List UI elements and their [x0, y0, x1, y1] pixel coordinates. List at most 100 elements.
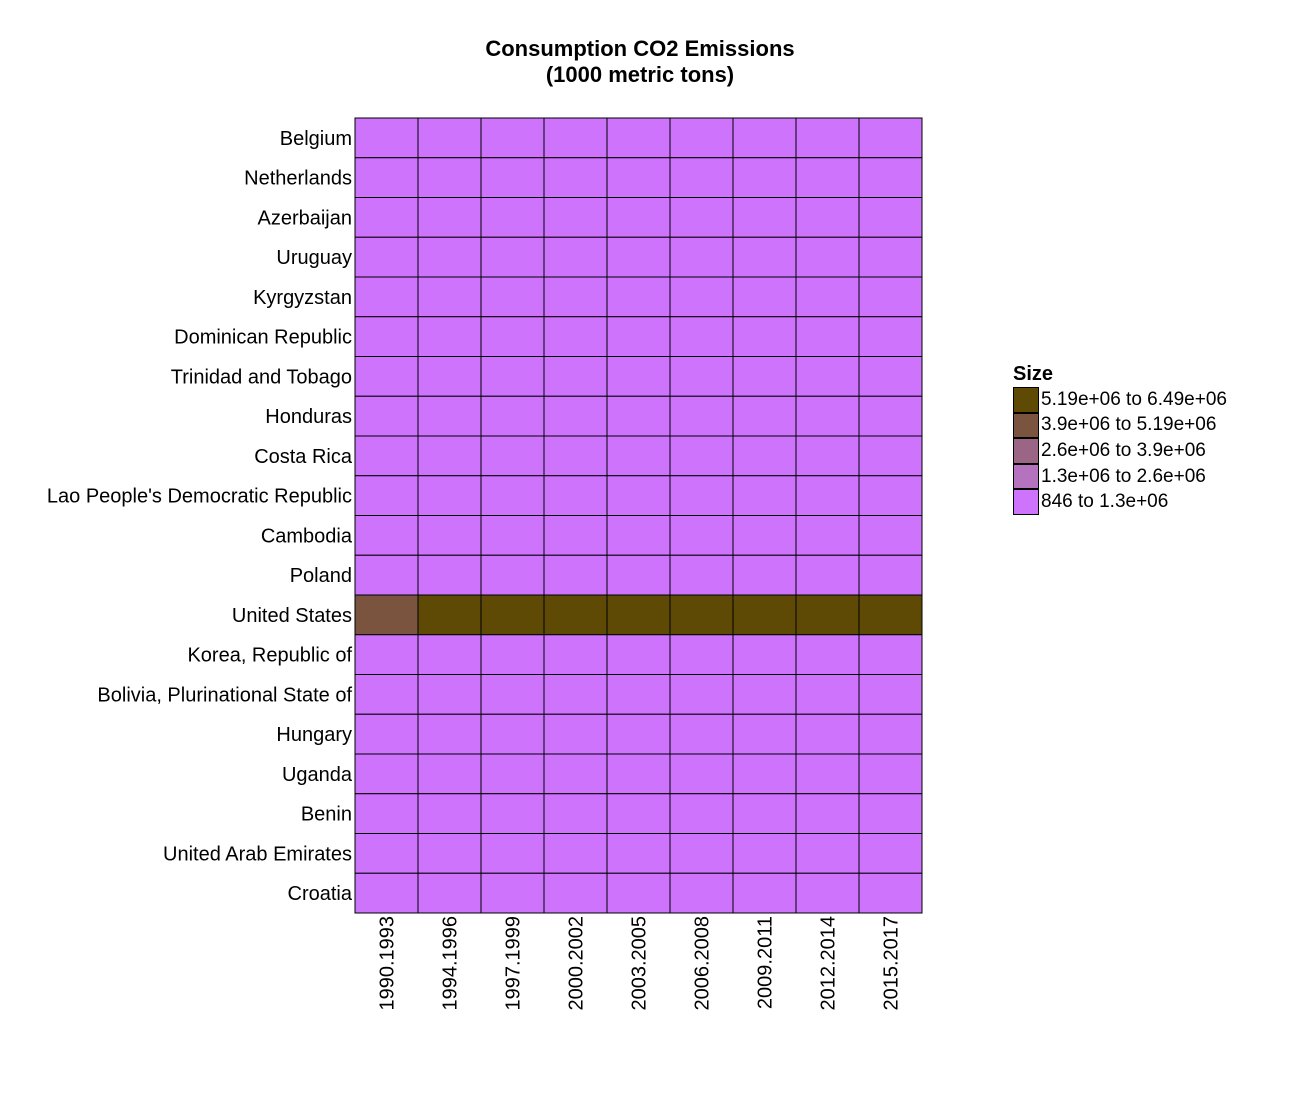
heatmap-cell — [669, 793, 734, 834]
heatmap-cell — [606, 435, 671, 477]
heatmap-cell — [858, 872, 923, 914]
heatmap-cell — [732, 276, 797, 318]
heatmap-cell — [858, 713, 923, 755]
heatmap-cell — [732, 833, 797, 874]
heatmap-cell — [795, 833, 860, 874]
heatmap-cell — [606, 395, 671, 437]
heatmap-cell — [417, 117, 482, 159]
heatmap-cell — [669, 554, 734, 596]
heatmap-cell — [354, 435, 419, 477]
y-tick-label: Azerbaijan — [257, 207, 352, 229]
heatmap-cell — [354, 872, 419, 914]
heatmap-cell — [795, 435, 860, 477]
x-tick-label: 2012.2014 — [818, 916, 840, 1011]
heatmap-cell — [417, 674, 482, 715]
y-tick-label: Dominican Republic — [174, 327, 352, 349]
heatmap-cell — [606, 236, 671, 278]
heatmap-cell — [732, 395, 797, 437]
heatmap-cell — [480, 395, 545, 437]
heatmap-cell — [417, 515, 482, 556]
heatmap-cell — [354, 475, 419, 516]
heatmap-cell — [732, 236, 797, 278]
y-tick-label: Poland — [290, 565, 352, 587]
heatmap-cell — [669, 872, 734, 914]
legend-swatch — [1013, 412, 1039, 439]
heatmap-cell — [480, 793, 545, 834]
x-tick-label: 1990.1993 — [377, 916, 399, 1011]
heatmap-cell — [858, 316, 923, 357]
heatmap-cell — [606, 554, 671, 596]
heatmap-cell — [606, 872, 671, 914]
heatmap-cell — [732, 713, 797, 755]
legend-swatch — [1013, 463, 1039, 490]
y-tick-label: United States — [232, 605, 352, 627]
heatmap-cell — [543, 793, 608, 834]
heatmap-cell — [354, 753, 419, 795]
heatmap-cell — [480, 316, 545, 357]
heatmap-cell — [606, 594, 671, 636]
heatmap-cell — [354, 276, 419, 318]
heatmap-cell — [669, 197, 734, 238]
heatmap-cell — [480, 554, 545, 596]
heatmap-cell — [858, 356, 923, 397]
heatmap-cell — [858, 793, 923, 834]
heatmap-cell — [732, 872, 797, 914]
legend-swatch — [1013, 489, 1039, 515]
heatmap-cell — [795, 872, 860, 914]
heatmap-cell — [543, 674, 608, 715]
heatmap-cell — [795, 356, 860, 397]
legend-title: Size — [1013, 363, 1054, 385]
heatmap-cell — [606, 197, 671, 238]
y-tick-label: Hungary — [276, 724, 352, 746]
heatmap-cell — [795, 594, 860, 636]
heatmap-cell — [417, 276, 482, 318]
heatmap-cell — [669, 236, 734, 278]
heatmap-cell — [795, 395, 860, 437]
heatmap-cell — [669, 713, 734, 755]
heatmap-cell — [858, 236, 923, 278]
heatmap-cell — [795, 316, 860, 357]
heatmap-cell — [417, 356, 482, 397]
heatmap-cell — [795, 554, 860, 596]
heatmap-cell — [795, 236, 860, 278]
heatmap-cell — [543, 713, 608, 755]
legend-label: 2.6e+06 to 3.9e+06 — [1041, 439, 1206, 461]
heatmap-cell — [858, 395, 923, 437]
x-tick-label: 2015.2017 — [881, 916, 903, 1011]
y-tick-label: Benin — [301, 804, 352, 826]
heatmap-cell — [732, 594, 797, 636]
heatmap-cell — [858, 594, 923, 636]
heatmap-cell — [669, 395, 734, 437]
x-tick-label: 2006.2008 — [692, 916, 714, 1011]
heatmap-cell — [354, 833, 419, 874]
heatmap-cell — [417, 435, 482, 477]
legend-label: 1.3e+06 to 2.6e+06 — [1041, 465, 1206, 487]
heatmap-cell — [858, 197, 923, 238]
heatmap-cell — [480, 276, 545, 318]
y-tick-label: United Arab Emirates — [163, 843, 352, 865]
heatmap-cell — [354, 117, 419, 159]
heatmap-cell — [795, 117, 860, 159]
heatmap-cell — [606, 475, 671, 516]
heatmap-cell — [732, 554, 797, 596]
heatmap-cell — [354, 594, 419, 636]
heatmap-cell — [669, 634, 734, 675]
legend-item: 846 to 1.3e+06 — [1013, 489, 1227, 515]
heatmap-cell — [543, 197, 608, 238]
heatmap-cell — [543, 435, 608, 477]
heatmap-cell — [480, 674, 545, 715]
heatmap-cell — [606, 276, 671, 318]
heatmap-cell — [669, 276, 734, 318]
heatmap-cell — [858, 554, 923, 596]
heatmap-cell — [480, 594, 545, 636]
heatmap-cell — [543, 872, 608, 914]
heatmap-cell — [669, 753, 734, 795]
heatmap-cell — [795, 197, 860, 238]
heatmap-cell — [354, 713, 419, 755]
y-tick-label: Kyrgyzstan — [253, 287, 352, 309]
heatmap-cell — [480, 872, 545, 914]
heatmap-cell — [417, 833, 482, 874]
heatmap-cell — [543, 276, 608, 318]
heatmap-cell — [795, 713, 860, 755]
legend-item: 2.6e+06 to 3.9e+06 — [1013, 438, 1227, 464]
